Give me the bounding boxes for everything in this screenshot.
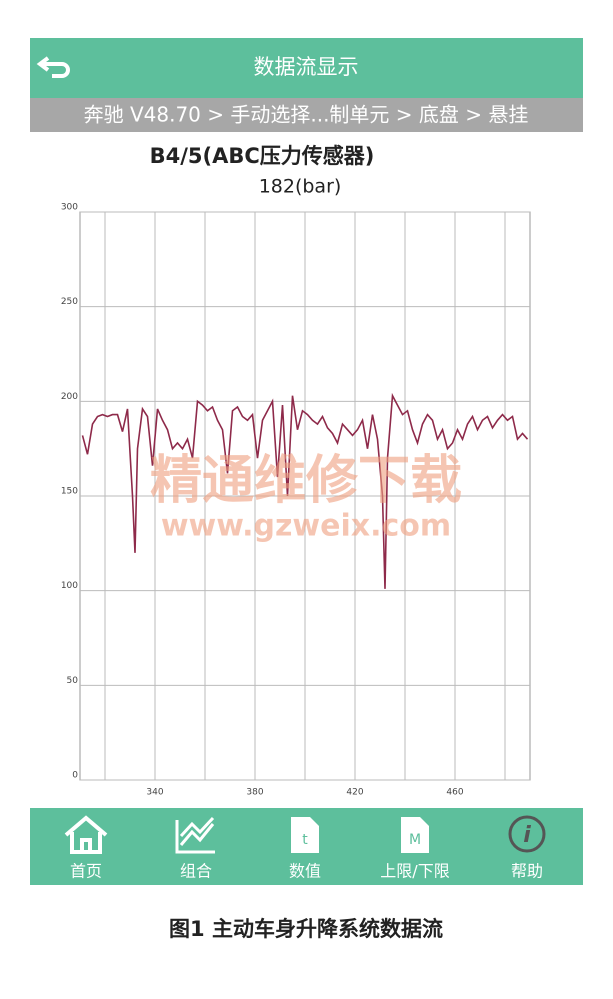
x-tick-label: 460 [446,788,463,798]
x-tick-label: 420 [346,788,363,798]
current-value: 182(bar) [259,176,342,198]
page-title: 数据流显示 [254,55,359,79]
top-bar [30,38,583,98]
chart-title: B4/5(ABC压力传感器) [150,144,375,168]
breadcrumb: 奔驰 V48.70 > 手动选择...制单元 > 底盘 > 悬挂 [84,103,529,127]
nav-label: 数值 [289,862,321,881]
home-icon[interactable] [64,815,108,854]
icon-glyph: M [409,832,421,848]
x-tick-label: 340 [146,788,163,798]
nav-label: 组合 [180,862,212,881]
y-tick-label: 200 [61,392,78,402]
nav-label: 首页 [70,862,102,881]
icon-glyph: i [523,823,531,848]
y-tick-label: 250 [61,297,78,307]
value-icon[interactable] [291,817,319,853]
nav-icons: t M i [64,815,546,854]
x-tick-label: 380 [246,788,263,798]
figure-caption: 图1 主动车身升降系统数据流 [169,917,443,941]
help-icon[interactable] [508,815,546,853]
watermark-title: 精通维修下载 [150,451,462,511]
y-tick-label: 300 [61,203,78,213]
breadcrumb-bar [30,98,583,132]
watermark-url: www.gzweix.com [161,509,451,544]
nav-label: 上限/下限 [380,862,449,881]
back-button[interactable] [36,56,70,78]
nav-label: 帮助 [511,862,543,881]
y-tick-label: 150 [61,487,78,497]
y-tick-label: 100 [61,581,78,591]
combo-icon[interactable] [175,816,215,854]
icon-glyph: t [302,832,308,848]
y-tick-label: 0 [72,771,78,781]
y-tick-label: 50 [67,676,79,686]
limit-icon[interactable] [401,817,429,853]
data-line [81,392,529,589]
